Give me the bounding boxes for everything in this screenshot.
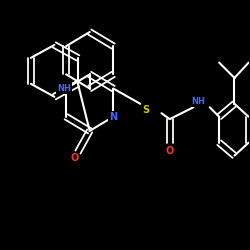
Text: S: S — [143, 105, 150, 115]
Text: NH: NH — [191, 97, 205, 106]
Text: NH: NH — [57, 84, 71, 93]
Text: N: N — [109, 112, 117, 122]
Text: O: O — [70, 153, 78, 163]
Text: O: O — [166, 146, 174, 156]
